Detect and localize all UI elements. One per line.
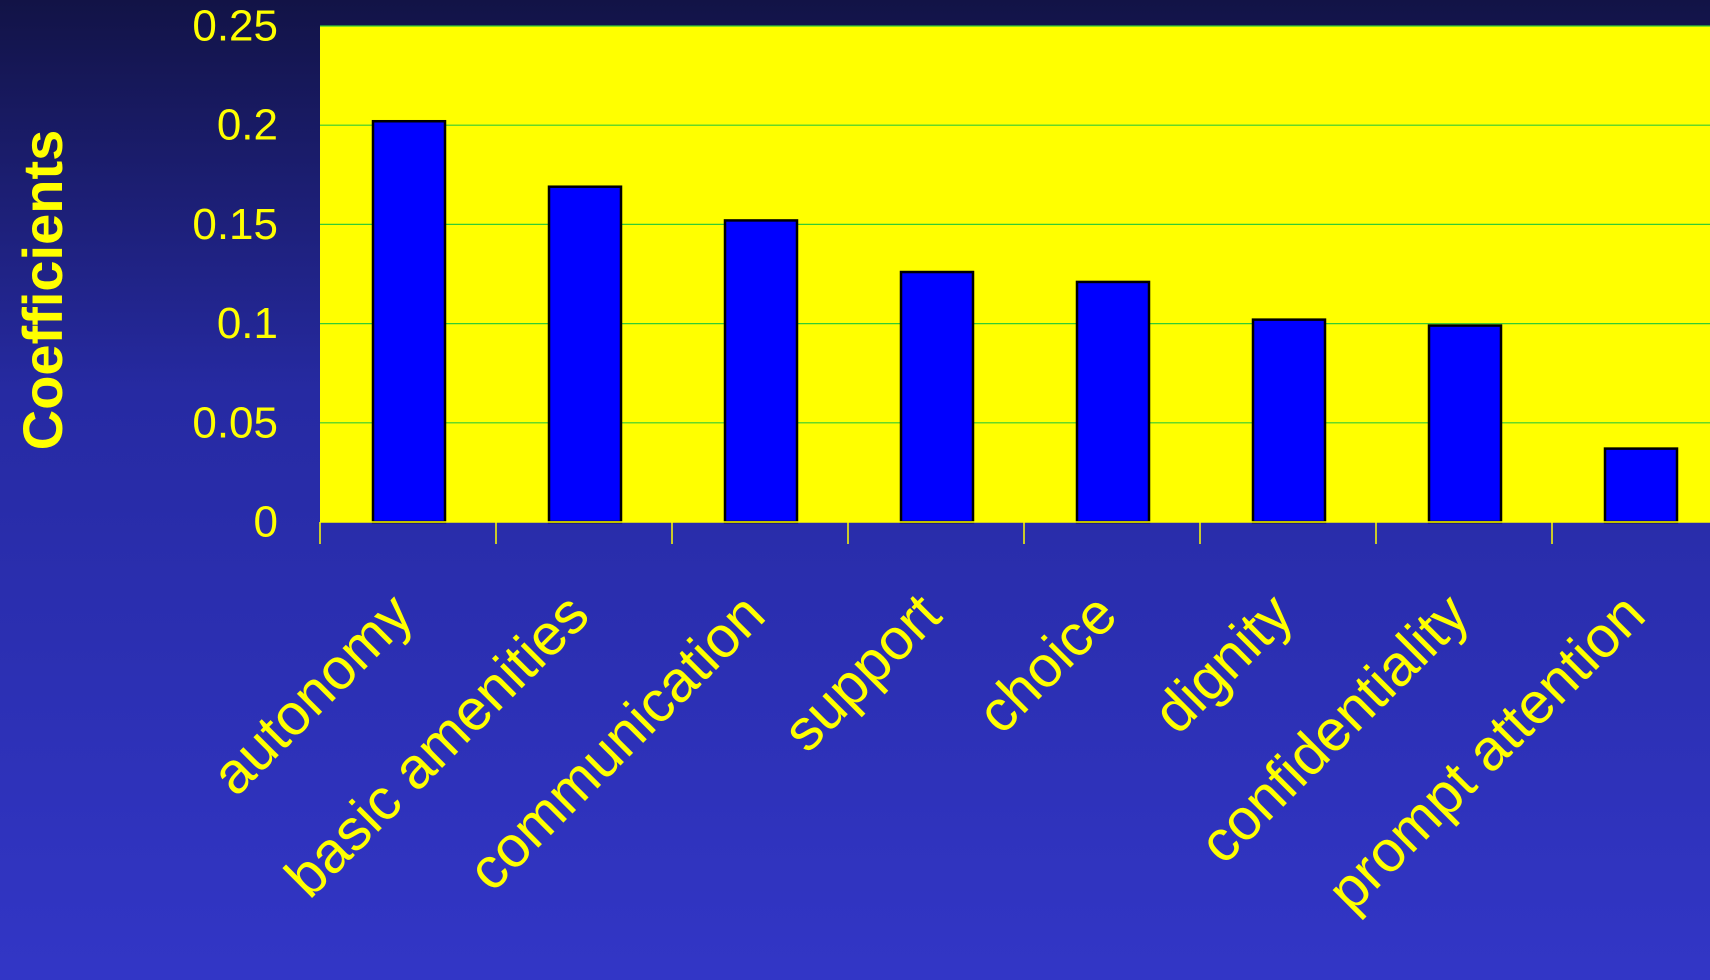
- y-tick-label: 0.25: [192, 2, 278, 51]
- bar: [723, 219, 799, 524]
- y-tick-label: 0.15: [192, 200, 278, 249]
- bars: [371, 119, 1679, 524]
- y-tick-label: 0.1: [217, 299, 278, 348]
- x-tick-label: support: [770, 581, 953, 764]
- bar: [1075, 280, 1151, 524]
- bar: [371, 119, 447, 524]
- bar: [1603, 447, 1679, 524]
- y-axis-tick-labels: 0 0.05 0.1 0.15 0.2 0.25: [192, 2, 278, 547]
- bar: [547, 185, 623, 524]
- x-tick-label: choice: [965, 581, 1130, 746]
- bar: [899, 270, 975, 524]
- y-tick-label: 0.2: [217, 101, 278, 150]
- x-tick-label: communication: [455, 581, 777, 903]
- x-tick-label: prompt attention: [1315, 581, 1657, 923]
- y-tick-label: 0.05: [192, 398, 278, 447]
- x-tick-label: dignity: [1141, 581, 1306, 746]
- y-axis-label: Coefficients: [11, 130, 74, 451]
- x-tick-label: basic amenities: [273, 581, 602, 910]
- bar: [1427, 324, 1503, 524]
- y-tick-label: 0: [254, 498, 278, 547]
- x-axis-ticks: [319, 522, 1553, 544]
- bar: [1251, 318, 1327, 524]
